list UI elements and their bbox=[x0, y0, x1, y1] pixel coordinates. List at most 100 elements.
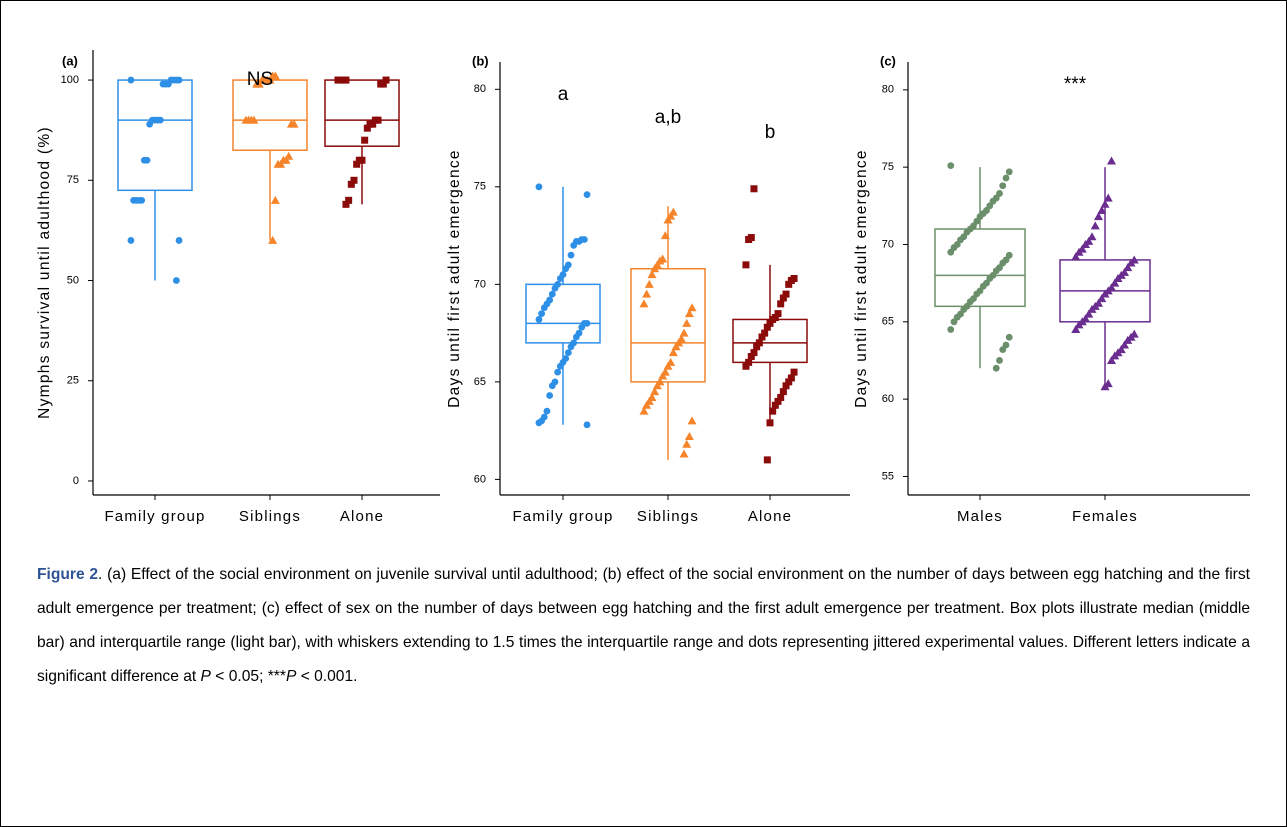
data-point bbox=[652, 381, 662, 390]
data-point bbox=[371, 116, 379, 124]
box bbox=[525, 283, 601, 344]
caption-text: < 0.001. bbox=[296, 668, 358, 685]
data-point bbox=[546, 392, 554, 399]
y-tick-label: 70 bbox=[474, 278, 486, 290]
data-point bbox=[1005, 168, 1013, 176]
data-point bbox=[996, 357, 1003, 364]
caption-text: . (a) Effect of the social environment o… bbox=[37, 566, 1250, 685]
data-point bbox=[140, 156, 148, 164]
data-point bbox=[763, 456, 771, 464]
data-point bbox=[1084, 309, 1094, 318]
data-point bbox=[564, 349, 572, 357]
panel-label: (c) bbox=[880, 53, 896, 68]
data-point bbox=[551, 284, 559, 292]
x-tick-label: Alone bbox=[748, 508, 792, 525]
annotation: *** bbox=[1064, 74, 1087, 95]
box bbox=[232, 79, 308, 151]
data-point bbox=[684, 309, 694, 318]
panel-label: (b) bbox=[472, 53, 489, 68]
x-tick-label: Family group bbox=[104, 508, 205, 525]
y-tick-label: 25 bbox=[67, 375, 79, 387]
data-point bbox=[567, 251, 575, 259]
data-point bbox=[779, 388, 787, 396]
data-point bbox=[1103, 193, 1113, 202]
annotation: b bbox=[765, 122, 776, 143]
data-point bbox=[753, 343, 761, 351]
data-point bbox=[1120, 340, 1129, 349]
y-tick-label: 60 bbox=[474, 473, 486, 485]
data-point bbox=[771, 401, 779, 409]
data-point bbox=[578, 323, 586, 331]
data-point bbox=[130, 196, 138, 204]
data-point bbox=[345, 196, 353, 204]
data-point bbox=[999, 182, 1007, 190]
annotation: a bbox=[558, 84, 569, 105]
y-tick-label: 75 bbox=[67, 174, 79, 186]
data-point bbox=[252, 79, 262, 88]
data-point bbox=[172, 277, 180, 284]
data-point bbox=[127, 76, 135, 84]
data-point bbox=[146, 120, 154, 128]
data-point bbox=[644, 279, 654, 288]
data-point bbox=[687, 303, 697, 312]
y-tick-label: 75 bbox=[474, 181, 486, 193]
data-point bbox=[342, 200, 350, 208]
data-point bbox=[774, 397, 782, 405]
data-point bbox=[1081, 239, 1090, 248]
data-point bbox=[668, 348, 678, 357]
data-point bbox=[1074, 320, 1084, 329]
data-point bbox=[747, 353, 755, 361]
data-point bbox=[361, 136, 369, 144]
data-point bbox=[947, 248, 955, 256]
data-point bbox=[758, 333, 766, 341]
data-point bbox=[755, 339, 763, 347]
data-point bbox=[535, 183, 543, 191]
data-point bbox=[366, 120, 374, 128]
data-point bbox=[1090, 221, 1100, 230]
data-point bbox=[127, 237, 135, 244]
y-axis-title: Nymphs survival until adulthood (%) bbox=[36, 126, 53, 419]
y-axis-title: Days until first adult emergence bbox=[446, 149, 463, 408]
box bbox=[934, 228, 1026, 308]
annotation: a,b bbox=[655, 107, 681, 128]
data-point bbox=[782, 290, 790, 298]
data-point bbox=[687, 416, 697, 425]
data-point bbox=[334, 76, 342, 84]
data-point bbox=[777, 300, 785, 308]
x-tick-label: Females bbox=[1072, 508, 1138, 525]
data-point bbox=[382, 76, 390, 84]
data-point bbox=[742, 261, 750, 269]
y-tick-label: 0 bbox=[73, 475, 79, 487]
data-point bbox=[671, 342, 681, 351]
data-point bbox=[763, 323, 771, 331]
caption-text: P bbox=[285, 668, 297, 685]
data-point bbox=[766, 419, 774, 427]
data-point bbox=[377, 80, 385, 88]
data-point bbox=[347, 180, 355, 188]
data-point bbox=[273, 159, 283, 168]
data-point bbox=[647, 270, 657, 279]
box bbox=[117, 79, 193, 192]
data-point bbox=[779, 294, 787, 302]
data-point bbox=[766, 319, 774, 327]
data-point bbox=[663, 361, 673, 370]
y-tick-label: 70 bbox=[882, 238, 894, 250]
annotation: NS bbox=[247, 69, 273, 90]
data-point bbox=[538, 310, 546, 318]
data-point bbox=[774, 310, 782, 318]
data-point bbox=[548, 382, 556, 390]
data-point bbox=[947, 326, 955, 333]
data-point bbox=[787, 276, 795, 284]
data-point bbox=[1097, 205, 1107, 214]
data-point bbox=[535, 419, 543, 427]
data-point bbox=[785, 280, 793, 288]
data-point bbox=[562, 265, 570, 273]
data-point bbox=[745, 358, 753, 366]
data-point bbox=[992, 364, 1000, 372]
data-point bbox=[1071, 252, 1081, 261]
data-point bbox=[679, 449, 689, 458]
y-tick-label: 65 bbox=[474, 376, 486, 388]
data-point bbox=[355, 156, 363, 164]
x-tick-label: Siblings bbox=[239, 508, 301, 525]
data-point bbox=[663, 215, 673, 224]
